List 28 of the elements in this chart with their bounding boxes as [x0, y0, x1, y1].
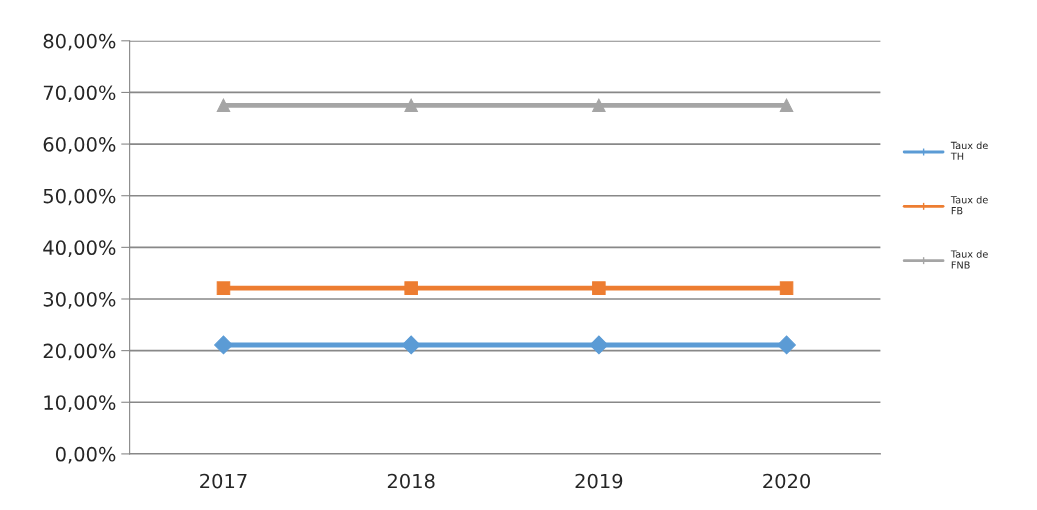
point [216, 281, 231, 295]
y-tick-label: 80,00% [43, 33, 116, 51]
x-tick-label: 2019 [575, 473, 623, 489]
point [589, 335, 609, 355]
point [216, 98, 231, 113]
y-tick-label: 20,00% [43, 343, 116, 361]
x-tick-label: 2018 [387, 473, 435, 489]
y-tick-label: 10,00% [44, 395, 116, 412]
point [592, 98, 606, 113]
y-tick-label: 30,00% [43, 291, 116, 309]
point [592, 281, 606, 295]
y-tick-label: 60,00% [43, 137, 116, 154]
y-tick-label: 50,00% [43, 188, 116, 206]
x-tick-label: 2017 [200, 473, 247, 489]
y-tick-label: 70,00% [43, 85, 116, 103]
point [404, 281, 418, 295]
y-tick-label: 0,00% [55, 446, 116, 464]
point [214, 335, 233, 355]
y-tick-label: 40,00% [43, 240, 116, 257]
legend-label: Taux de FNB [950, 250, 988, 269]
point [779, 281, 794, 295]
point [779, 98, 794, 113]
point [401, 335, 421, 355]
point [777, 335, 796, 355]
x-tick-label: 2020 [763, 473, 811, 489]
legend-label: Taux de TH [950, 141, 988, 160]
legend-label: Taux de FB [950, 195, 988, 215]
point [404, 98, 418, 113]
